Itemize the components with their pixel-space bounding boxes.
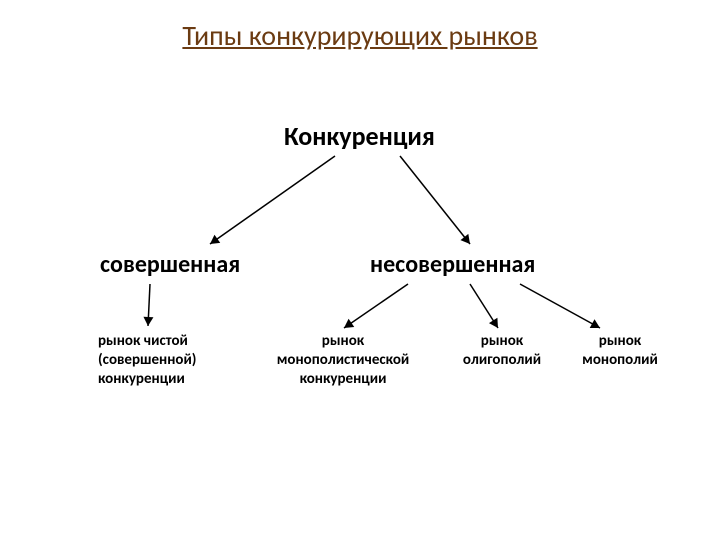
slide-title: Типы конкурирующих рынков <box>0 18 720 53</box>
slide: Типы конкурирующих рынков Конкуренция со… <box>0 0 720 540</box>
leaf-monopoly: рынок монополий <box>570 332 670 370</box>
tree-root: Конкуренция <box>284 120 435 152</box>
leaf-monopolistic-competition: рынок монополистической конкуренции <box>258 332 428 388</box>
leaf-oligopoly: рынок олигополий <box>452 332 552 370</box>
branch-perfect: совершенная <box>100 250 240 279</box>
leaf-pure-competition: рынок чистой (совершенной) конкуренции <box>98 332 196 388</box>
branch-imperfect: несовершенная <box>370 250 535 279</box>
